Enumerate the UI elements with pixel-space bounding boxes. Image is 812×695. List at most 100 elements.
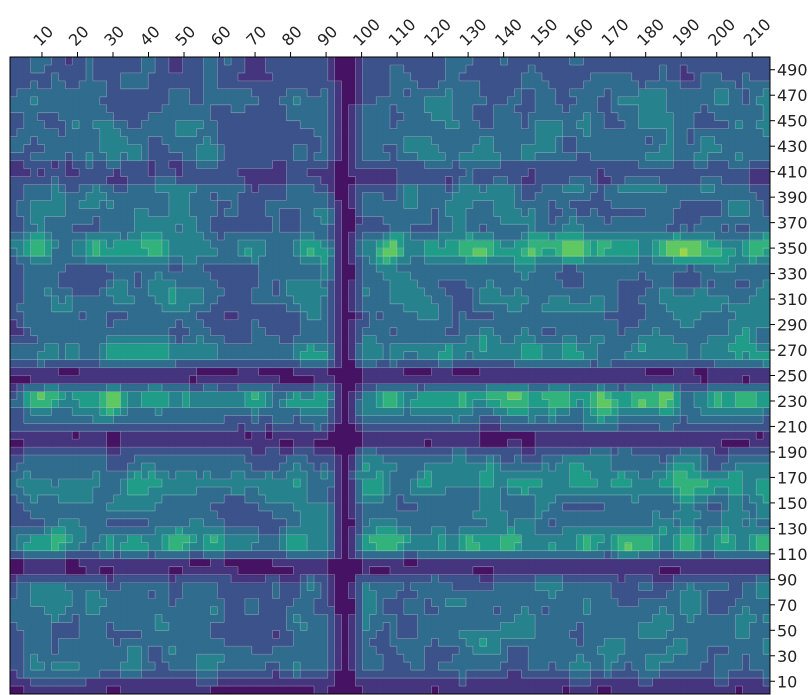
heatmap-cell [175,686,184,694]
heatmap-cell [196,510,205,520]
heatmap-cell [618,630,626,639]
heatmap-cell [30,494,39,504]
heatmap-cell [390,502,398,512]
heatmap-cell [196,407,205,416]
heatmap-cell [542,662,550,671]
heatmap-cell [645,638,654,647]
heatmap-cell [424,590,433,600]
heatmap-cell [383,646,391,655]
heatmap-cell [507,463,515,472]
heatmap-cell [528,455,536,464]
heatmap-cell [334,367,343,377]
heatmap-cell [431,518,439,528]
heatmap-cell [238,518,246,528]
heatmap-cell [597,479,605,488]
heatmap-cell [99,351,108,361]
heatmap-cell [134,598,142,608]
heatmap-cell [307,351,315,361]
heatmap-cell [327,598,336,608]
heatmap-cell [314,415,322,424]
heatmap-cell [555,558,564,568]
heatmap-cell [424,542,433,552]
heatmap-cell [314,526,322,536]
heatmap-cell [224,407,232,416]
heatmap-cell [604,494,612,504]
heatmap-cell [459,359,467,369]
heatmap-cell [666,582,674,592]
heatmap-cell [500,335,509,345]
heatmap-cell [362,662,370,671]
heatmap-cell [466,375,474,385]
heatmap-cell [141,391,149,400]
heatmap-cell [507,582,515,592]
heatmap-cell [466,534,474,544]
heatmap-cell [417,510,426,520]
heatmap-cell [182,686,191,694]
heatmap-cell [445,471,453,480]
heatmap-cell [680,502,688,512]
heatmap-cell [369,662,377,671]
heatmap-cell [23,670,32,679]
heatmap-cell [314,646,322,655]
heatmap-cell [155,367,163,377]
heatmap-cell [756,662,764,671]
heatmap-cell [687,486,695,496]
heatmap-cell [51,662,59,671]
heatmap-cell [624,471,633,480]
heatmap-cell [721,622,730,631]
heatmap-cell [618,638,626,647]
heatmap-cell [714,646,723,655]
heatmap-cell [680,399,688,408]
heatmap-cell [452,486,460,496]
heatmap-cell [355,582,363,592]
heatmap-cell [134,582,142,592]
heatmap-cell [10,447,18,456]
heatmap-cell [362,526,370,536]
heatmap-cell [210,558,218,568]
heatmap-cell [224,526,232,536]
heatmap-cell [58,558,66,568]
heatmap-cell [293,678,301,687]
heatmap-cell [390,407,398,416]
heatmap-cell [231,662,239,671]
heatmap-cell [507,606,515,615]
heatmap-cell [500,367,509,377]
heatmap-cell [148,510,156,520]
heatmap-cell [479,558,488,568]
heatmap-cell [611,510,619,520]
heatmap-cell [369,678,377,687]
heatmap-cell [120,423,129,432]
heatmap-cell [479,391,488,400]
heatmap-cell [555,638,564,647]
heatmap-cell [217,558,225,568]
heatmap-cell [666,638,674,647]
heatmap-cell [134,455,142,464]
heatmap-cell [286,542,294,552]
heatmap-cell [528,375,536,385]
heatmap-cell [369,558,377,568]
heatmap-cell [583,479,591,488]
heatmap-cell [390,479,398,488]
heatmap-cell [272,343,281,353]
heatmap-cell [238,375,246,385]
heatmap-cell [514,471,522,480]
heatmap-cell [624,638,633,647]
heatmap-cell [714,542,723,552]
heatmap-cell [251,550,260,560]
heatmap-cell [514,391,522,400]
heatmap-cell [300,630,308,639]
heatmap-cell [210,455,218,464]
heatmap-cell [148,439,156,448]
heatmap-cell [182,662,191,671]
heatmap-cell [562,407,571,416]
heatmap-cell [680,654,688,663]
heatmap-cell [376,638,384,647]
heatmap-cell [479,574,488,584]
heatmap-cell [542,542,550,552]
heatmap-cell [597,518,605,528]
heatmap-cell [224,375,232,385]
heatmap-cell [528,678,536,687]
heatmap-cell [134,494,142,504]
heatmap-cell [618,486,626,496]
heatmap-cell [590,383,598,393]
